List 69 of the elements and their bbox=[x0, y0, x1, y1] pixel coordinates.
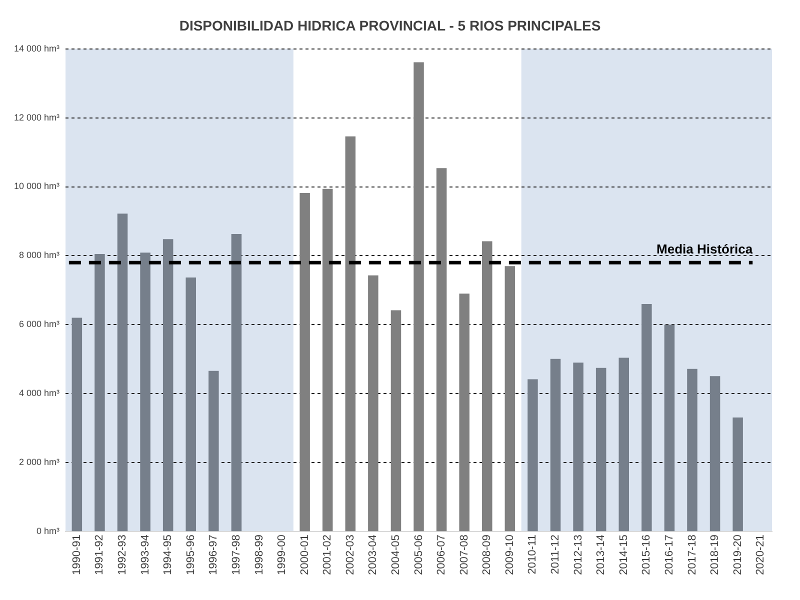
x-tick-label: 2004-05 bbox=[390, 534, 402, 576]
x-tick-label: 2007-08 bbox=[458, 534, 470, 576]
bar bbox=[687, 368, 698, 532]
bar bbox=[94, 254, 105, 532]
x-tick-label: 1997-98 bbox=[230, 534, 242, 576]
bar bbox=[528, 379, 538, 532]
bar bbox=[732, 417, 743, 532]
bar bbox=[596, 368, 606, 532]
x-tick-label: 2000-01 bbox=[298, 534, 311, 576]
x-tick-label: 2010-11 bbox=[526, 534, 539, 574]
x-tick-label: 2003-04 bbox=[367, 534, 380, 576]
x-tick-label: 1995-96 bbox=[184, 534, 197, 576]
bar bbox=[459, 294, 470, 532]
bar bbox=[368, 275, 378, 532]
y-tick-label: 6 000 hm³ bbox=[18, 319, 60, 330]
bar bbox=[414, 62, 424, 532]
x-tick-label: 2006-07 bbox=[436, 534, 448, 576]
bar bbox=[186, 277, 196, 532]
bar bbox=[573, 362, 584, 532]
x-tick-label: 2012-13 bbox=[572, 534, 584, 576]
bar bbox=[208, 370, 219, 532]
y-tick-label: 4 000 hm³ bbox=[18, 388, 60, 398]
x-tick-label: 1990-91 bbox=[70, 534, 83, 576]
x-tick-label: 1999-00 bbox=[276, 534, 288, 576]
x-tick-label: 2008-09 bbox=[481, 534, 494, 576]
x-tick-label: 1992-93 bbox=[116, 534, 129, 576]
ref-line-label: Media Histórica bbox=[656, 242, 754, 257]
bar bbox=[618, 358, 629, 532]
x-tick-label: 2005-06 bbox=[412, 534, 425, 576]
x-tick-label: 1991-92 bbox=[94, 534, 106, 576]
x-tick-label: 1996-97 bbox=[208, 534, 220, 576]
x-tick-label: 1993-94 bbox=[139, 534, 152, 576]
bar bbox=[436, 168, 447, 532]
bar bbox=[162, 239, 174, 532]
bar bbox=[550, 358, 561, 532]
bar bbox=[664, 324, 675, 532]
x-tick-label: 1998-99 bbox=[253, 534, 266, 576]
bar bbox=[642, 304, 652, 532]
bar bbox=[231, 234, 242, 532]
bar bbox=[482, 241, 492, 532]
bar bbox=[710, 376, 720, 532]
x-tick-label: 1994-95 bbox=[162, 534, 174, 576]
x-tick-label: 2018-19 bbox=[709, 534, 722, 576]
x-tick-label: 2016-17 bbox=[663, 534, 676, 576]
bar bbox=[300, 192, 310, 532]
chart-title: DISPONIBILIDAD HIDRICA PROVINCIAL - 5 RIOS PRINCIPALES bbox=[179, 17, 601, 34]
x-tick-label: 2014-15 bbox=[618, 534, 630, 576]
bar bbox=[345, 136, 356, 532]
x-tick-label: 2015-16 bbox=[640, 534, 653, 576]
bar bbox=[117, 214, 128, 532]
y-tick-label: 8 000 hm³ bbox=[18, 250, 60, 260]
bar bbox=[140, 252, 150, 532]
x-tick-label: 2019-20 bbox=[732, 534, 744, 576]
x-tick-label: 2011-12 bbox=[550, 534, 562, 574]
y-tick-label: 14 000 hm³ bbox=[14, 43, 60, 54]
x-tick-label: 2002-03 bbox=[344, 534, 356, 576]
y-tick-label: 0 hm³ bbox=[36, 526, 60, 536]
bar bbox=[322, 188, 333, 532]
y-tick-label: 12 000 hm³ bbox=[14, 112, 60, 122]
x-tick-label: 2020-21 bbox=[754, 534, 767, 576]
y-tick-label: 10 000 hm³ bbox=[14, 181, 60, 192]
x-tick-label: 2009-10 bbox=[504, 534, 516, 576]
bar bbox=[72, 318, 82, 532]
bar bbox=[504, 266, 516, 532]
y-tick-label: 2 000 hm³ bbox=[18, 457, 60, 468]
x-tick-label: 2013-14 bbox=[595, 534, 608, 576]
x-tick-label: 2001-02 bbox=[322, 534, 334, 576]
bar bbox=[390, 310, 402, 532]
x-tick-label: 2017-18 bbox=[686, 534, 698, 576]
